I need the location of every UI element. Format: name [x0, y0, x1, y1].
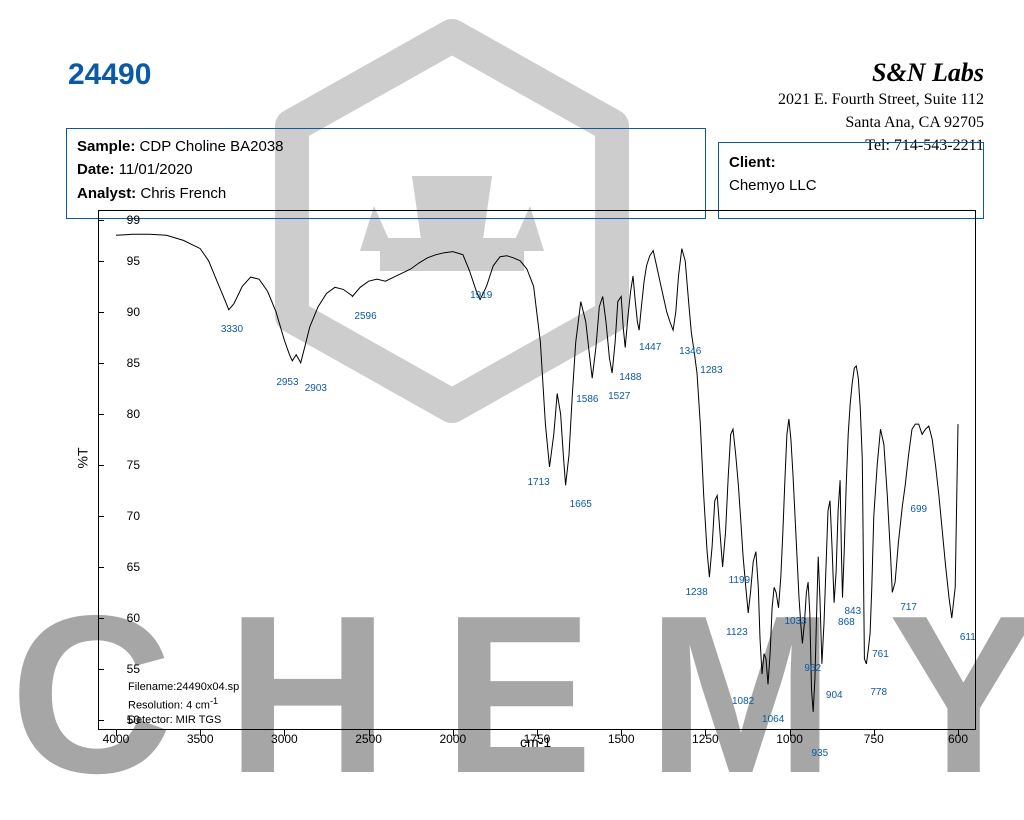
- lab-address1: 2021 E. Fourth Street, Suite 112: [778, 90, 984, 111]
- peak-label: 611: [960, 632, 976, 643]
- peak-label: 2596: [354, 311, 376, 322]
- peak-label: 962: [804, 663, 821, 674]
- sample-value: CDP Choline BA2038: [140, 138, 284, 155]
- peak-label: 761: [872, 649, 889, 660]
- y-tick-label: 90: [100, 305, 140, 319]
- peak-label: 1123: [726, 627, 748, 638]
- peak-label: 935: [811, 748, 828, 759]
- peak-label: 1586: [576, 394, 598, 405]
- detector-label: Detector: MIR TGS: [128, 713, 239, 728]
- analyst-label: Analyst:: [77, 185, 136, 202]
- y-tick-label: 80: [100, 407, 140, 421]
- peak-label: 1919: [470, 290, 492, 301]
- client-value: Chemyo LLC: [729, 174, 973, 197]
- filename-label: Filename:: [128, 681, 176, 693]
- sample-info-box: Sample: CDP Choline BA2038 Date: 11/01/2…: [66, 128, 706, 219]
- peak-label: 1527: [608, 391, 630, 402]
- peak-label: 1713: [527, 477, 549, 488]
- date-label: Date:: [77, 161, 115, 178]
- y-tick-label: 60: [100, 611, 140, 625]
- peak-label: 778: [870, 687, 887, 698]
- resolution-label: Resolution: 4 cm: [128, 700, 210, 712]
- peak-label: 1488: [619, 372, 641, 383]
- peak-label: 2903: [305, 383, 327, 394]
- y-tick-label: 55: [100, 662, 140, 676]
- peak-label: 1447: [639, 342, 661, 353]
- y-axis-label: %T: [75, 448, 91, 469]
- date-value: 11/01/2020: [119, 161, 193, 178]
- peak-label: 3330: [221, 324, 243, 335]
- y-tick-label: 99: [100, 213, 140, 227]
- peak-label: 699: [910, 504, 927, 515]
- peak-label: 1346: [679, 346, 701, 357]
- peak-label: 1082: [732, 696, 754, 707]
- lab-name: S&N Labs: [778, 58, 984, 88]
- peak-label: 1665: [570, 499, 592, 510]
- peak-label: 2953: [276, 377, 298, 388]
- y-tick-label: 70: [100, 509, 140, 523]
- peak-label: 1033: [784, 616, 806, 627]
- resolution-sup: -1: [210, 696, 218, 706]
- peak-label: 1283: [700, 365, 722, 376]
- sample-label: Sample:: [77, 138, 135, 155]
- peak-label: 904: [826, 690, 843, 701]
- client-info-box: Client: Chemyo LLC: [718, 142, 984, 219]
- peak-label: 843: [844, 606, 861, 617]
- client-label: Client:: [729, 154, 776, 171]
- peak-label: 1199: [729, 575, 751, 586]
- analyst-value: Chris French: [140, 185, 226, 202]
- y-tick-label: 65: [100, 560, 140, 574]
- y-tick-label: 85: [100, 356, 140, 370]
- filename-value: 24490x04.sp: [176, 681, 239, 693]
- y-tick-label: 95: [100, 254, 140, 268]
- file-info-block: Filename:24490x04.sp Resolution: 4 cm-1 …: [128, 680, 239, 728]
- peak-label: 1064: [762, 714, 784, 725]
- spectrum-line: [98, 210, 976, 730]
- peak-label: 1238: [685, 587, 707, 598]
- peak-label: 717: [900, 602, 917, 613]
- peak-label: 868: [838, 617, 855, 628]
- y-tick-label: 75: [100, 458, 140, 472]
